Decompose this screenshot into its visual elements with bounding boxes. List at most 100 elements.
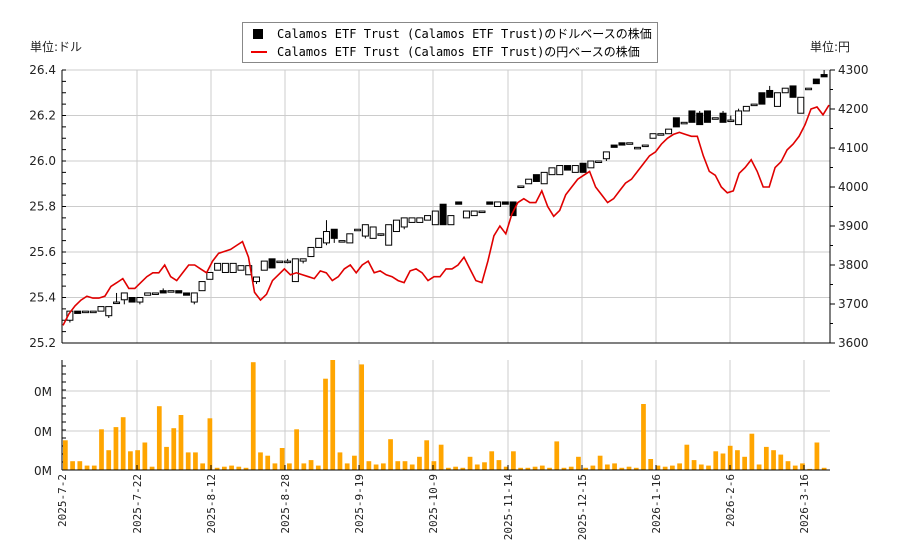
volume-bar	[214, 467, 220, 470]
volume-bar	[287, 463, 292, 470]
candle-body	[602, 151, 610, 160]
candle-body	[113, 301, 121, 305]
volume-bar	[236, 466, 242, 470]
candle-body	[626, 142, 634, 145]
volume-bar	[178, 415, 184, 470]
candle-body	[136, 297, 144, 303]
volume-tick-label: 0M	[34, 385, 52, 399]
volume-bar	[785, 461, 791, 470]
candle-body	[120, 292, 128, 301]
volume-bar	[164, 446, 169, 470]
volume-bar	[250, 362, 256, 470]
volume-bar	[424, 440, 430, 470]
candle-body	[766, 89, 774, 98]
candle-body	[229, 262, 237, 273]
volume-bar	[113, 427, 119, 470]
volume-bar	[243, 467, 249, 470]
candle-body	[571, 165, 579, 173]
candle-body	[291, 258, 299, 283]
volume-bar	[619, 467, 625, 470]
x-tick-label: 2026-3-16	[798, 474, 811, 534]
y-tick-label-right: 4200	[838, 102, 869, 116]
volume-bar	[70, 461, 75, 470]
volume-bar	[727, 445, 733, 470]
volume-bar	[193, 452, 198, 470]
volume-bar	[626, 466, 632, 470]
volume-bar	[539, 465, 545, 470]
candle-body	[322, 231, 330, 244]
volume-bar	[489, 451, 495, 470]
candle-body	[400, 217, 408, 228]
volume-bar	[554, 441, 560, 470]
volume-bar	[814, 442, 820, 470]
candle-body	[758, 92, 766, 105]
candle-body	[284, 260, 292, 264]
y-tick-label-right: 3600	[838, 336, 869, 350]
volume-bar	[547, 467, 552, 470]
volume-bar	[633, 467, 639, 470]
volume-bar	[720, 453, 726, 470]
candle-body	[735, 110, 743, 126]
candle-body	[688, 110, 696, 123]
volume-tick-label: 0M	[34, 425, 52, 439]
candle-body	[97, 306, 105, 312]
volume-bar	[359, 364, 365, 470]
candle-body	[214, 262, 222, 271]
candle-body	[159, 290, 167, 294]
volume-bar	[474, 464, 480, 470]
volume-bar	[258, 452, 263, 470]
candle-body	[253, 276, 260, 283]
volume-bar	[380, 463, 386, 470]
volume-bar	[315, 465, 321, 470]
candle-body	[610, 144, 618, 148]
x-tick-label: 2025-11-14	[502, 474, 515, 541]
chart-legend: Calamos ETF Trust (Calamos ETF Trust)のドル…	[242, 22, 658, 63]
volume-bar	[568, 466, 574, 470]
volume-bar	[807, 468, 813, 470]
volume-bar	[735, 450, 740, 470]
candle-body	[781, 87, 789, 94]
volume-bar	[590, 465, 596, 470]
candle-body	[703, 110, 711, 123]
candle-body	[424, 215, 432, 221]
volume-bar	[185, 452, 191, 470]
legend-item-usd: Calamos ETF Trust (Calamos ETF Trust)のドル…	[251, 25, 652, 43]
y-tick-label-right: 4300	[838, 63, 869, 77]
black-square-icon	[253, 29, 263, 39]
volume-bar	[706, 465, 711, 470]
candle-body	[634, 146, 641, 150]
candle-body	[711, 117, 719, 120]
candle-body	[579, 162, 587, 173]
volume-bar	[279, 448, 285, 470]
candle-body	[66, 310, 74, 321]
candle-body	[431, 210, 439, 226]
volume-bar	[604, 464, 610, 470]
x-tick-label: 2025-8-28	[279, 474, 292, 534]
candle-body	[548, 167, 556, 176]
volume-bar	[120, 417, 126, 470]
y-tick-label-left: 26.0	[29, 154, 56, 168]
candle-body	[245, 265, 253, 276]
y-tick-label-left: 26.4	[29, 63, 56, 77]
candle-body	[416, 217, 424, 223]
candle-body	[789, 85, 797, 98]
volume-bar	[684, 444, 690, 470]
volume-bar	[763, 446, 769, 470]
candle-body	[509, 201, 517, 217]
volume-bar	[612, 463, 617, 470]
volume-bar	[395, 461, 401, 470]
volume-bar	[597, 455, 603, 470]
y-tick-label-right: 3900	[838, 219, 869, 233]
jpy-price-line	[62, 104, 830, 326]
legend-label-jpy: Calamos ETF Trust (Calamos ETF Trust)の円ベ…	[277, 45, 640, 59]
candle-body	[532, 174, 540, 182]
candle-body	[260, 260, 268, 271]
volume-bar	[756, 464, 762, 470]
y-tick-label-right: 4000	[838, 180, 869, 194]
volume-bar	[792, 465, 798, 470]
volume-bar	[409, 464, 415, 470]
candle-body	[105, 306, 113, 317]
y-tick-label-left: 26.2	[29, 109, 56, 123]
volume-bar	[821, 467, 827, 470]
